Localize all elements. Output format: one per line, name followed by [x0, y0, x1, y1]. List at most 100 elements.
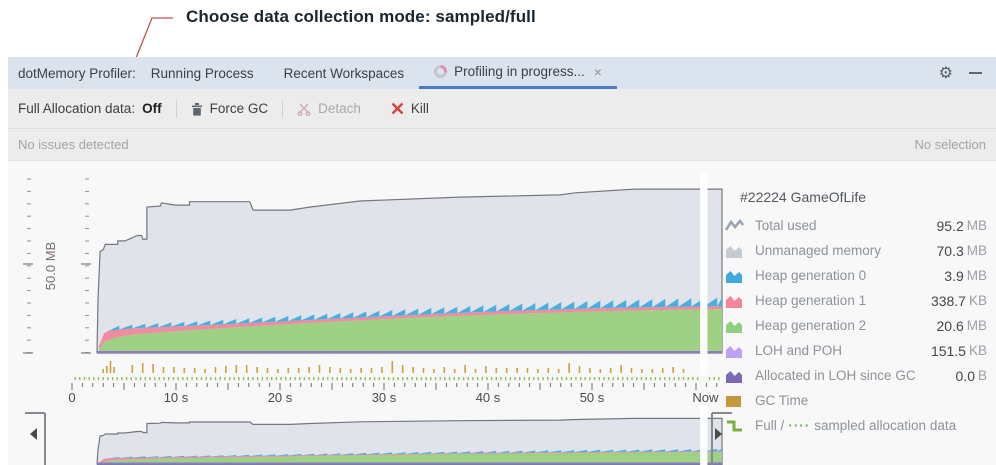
sampled-dot [289, 377, 292, 381]
legend-item-value: 20.6 [936, 317, 964, 334]
area-swatch-icon [725, 318, 747, 334]
sampled-dot [551, 377, 554, 381]
area-swatch-icon [725, 243, 747, 259]
sampled-dot [308, 377, 310, 381]
legend-item-unit: MB [966, 218, 987, 233]
sampled-dot [626, 377, 629, 381]
sampled-dot [350, 377, 352, 381]
gc-time-bar [235, 365, 238, 373]
force-gc-button[interactable]: Force GC [191, 101, 268, 116]
sampled-dot [163, 377, 165, 381]
minimize-button[interactable] [963, 57, 996, 89]
legend-item-label: LOH and POH [755, 343, 843, 358]
detach-button[interactable]: Detach [297, 101, 361, 116]
legend-item[interactable]: Heap generation 0 3.9 MB [725, 263, 987, 288]
sampled-dot [149, 377, 151, 381]
gc-time-bar [412, 367, 414, 373]
legend-item-value: 0.0 [955, 367, 975, 384]
tab-recent-workspaces[interactable]: Recent Workspaces [269, 57, 420, 89]
sampled-dot [172, 377, 175, 381]
sampled-dot [364, 377, 366, 381]
gc-time-bar [266, 368, 269, 373]
gc-time-bar [106, 366, 108, 373]
sampled-dot [252, 377, 254, 381]
sampled-dot [205, 377, 207, 381]
x-axis-label: Now [692, 390, 719, 405]
detach-label: Detach [318, 101, 361, 116]
sampled-dot [154, 377, 156, 381]
gc-time-bar [360, 368, 362, 373]
legend-item[interactable]: Total used 95.2 MB [725, 213, 987, 238]
gc-time-bar [547, 368, 550, 373]
toolbar-separator [282, 99, 284, 118]
gc-time-bar [370, 368, 373, 373]
overview-chart-gen2-area [99, 452, 722, 465]
close-tab-icon[interactable]: × [593, 63, 602, 80]
scroll-right-arrow[interactable] [715, 428, 722, 440]
legend-item-label: Allocated in LOH since GC [755, 368, 916, 383]
sampled-dot [294, 377, 296, 381]
scissors-icon [297, 102, 311, 116]
sampled-dot [486, 377, 488, 381]
sampled-dot [402, 377, 404, 381]
overview-chart-gen0-sawtooth [106, 448, 723, 459]
legend-item[interactable]: LOH and POH 151.5 KB [725, 338, 987, 363]
gc-time-bar [391, 361, 394, 373]
sampled-dot [533, 377, 535, 381]
full-allocation-data-toggle[interactable]: Full Allocation data: Off [18, 101, 162, 116]
sampled-dot [411, 377, 413, 381]
sampled-dot [130, 377, 132, 381]
kill-button[interactable]: Kill [391, 101, 429, 116]
sampled-dot [481, 377, 483, 381]
memory-timeline-chart[interactable]: 0 10 s 20 s 30 s 40 s 50 s Now 50.0 MB [8, 161, 996, 465]
sampled-dot [378, 377, 380, 381]
tab-profiling-in-progress[interactable]: Profiling in progress... × [419, 57, 617, 89]
sampled-dot [397, 377, 399, 381]
sampled-dot [570, 377, 572, 381]
gc-time-bar [589, 368, 591, 373]
gc-time-bar [661, 368, 664, 373]
issues-status: No issues detected [18, 137, 129, 152]
scroll-left-arrow[interactable] [30, 428, 37, 440]
gc-time-bar [453, 369, 456, 373]
sampled-dot [416, 377, 418, 381]
gc-time-bar [495, 368, 498, 373]
app-title: dotMemory Profiler: [18, 65, 136, 81]
sampled-dot [631, 377, 633, 381]
sampled-dot [490, 377, 493, 381]
minus-icon [969, 72, 982, 74]
sampled-dot [542, 377, 544, 381]
process-title: #22224 GameOfLife [740, 189, 867, 205]
legend-item-label: GC Time [755, 393, 809, 408]
gc-time-bar [474, 369, 477, 373]
area-swatch-icon [725, 268, 747, 284]
sampled-dot [444, 377, 446, 381]
gc-time-bar [485, 366, 487, 373]
trash-icon [191, 102, 202, 116]
gear-icon[interactable]: ⚙ [938, 65, 953, 82]
gc-time-bar [102, 369, 104, 373]
legend-item[interactable]: Unmanaged memory 70.3 MB [725, 238, 987, 263]
sampled-dot [579, 377, 582, 381]
tab-running-process[interactable]: Running Process [136, 57, 269, 89]
sampled-dot [275, 377, 278, 381]
sampled-dot [182, 377, 184, 381]
kill-x-icon [391, 102, 404, 115]
sampled-dot [509, 377, 512, 381]
legend-item[interactable]: Heap generation 1 338.7 KB [725, 288, 987, 313]
sampled-dot [168, 377, 170, 381]
legend-item[interactable]: Heap generation 2 20.6 MB [725, 313, 987, 338]
sampled-dot [682, 377, 685, 381]
legend-item[interactable]: Full / ···· sampled allocation data [725, 413, 987, 438]
gc-time-bar [620, 365, 622, 373]
sampled-dot [439, 377, 441, 381]
gc-time-bar [651, 369, 654, 373]
legend-item-label: Total used [755, 218, 817, 233]
legend-item[interactable]: GC Time [725, 388, 987, 413]
sampled-dot [519, 377, 521, 381]
sampled-dot [650, 377, 652, 381]
legend-item[interactable]: Allocated in LOH since GC 0.0 B [725, 363, 987, 388]
sampled-dot [373, 377, 376, 381]
legend-item-value: 70.3 [936, 242, 964, 259]
sampled-dot [476, 377, 479, 381]
